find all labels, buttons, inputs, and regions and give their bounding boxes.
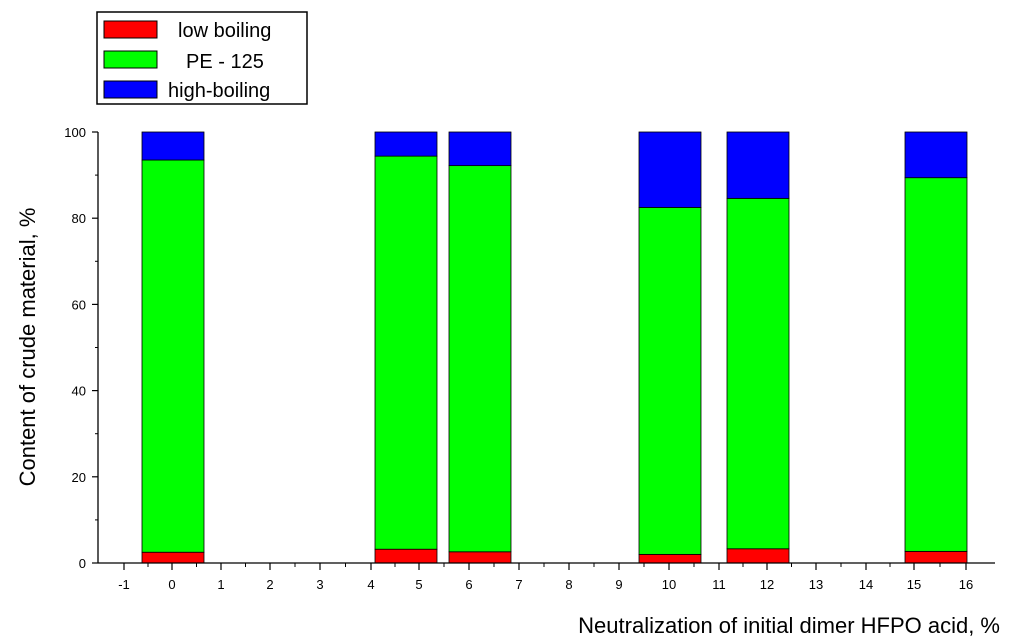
bar-low-boiling-x5 (374, 548, 438, 564)
x-tick-label: 5 (415, 577, 422, 592)
x-tick-label: 3 (316, 577, 323, 592)
bar-high-boiling-x5 (374, 131, 438, 157)
bar-low-boiling-x16 (904, 550, 968, 564)
bar-high-boiling-x6 (448, 131, 512, 167)
legend-label-pe-125: PE - 125 (186, 51, 264, 73)
legend-swatch-pe-125 (103, 50, 158, 69)
legend: low boiling PE - 125 high-boiling (96, 11, 308, 105)
y-tick-label: 20 (72, 470, 86, 485)
bar-high-boiling-x16 (904, 131, 968, 179)
x-tick-label: 16 (959, 577, 973, 592)
x-tick-label: 11 (712, 577, 726, 592)
x-tick-label: 15 (907, 577, 921, 592)
bar-pe-125-x6 (448, 165, 512, 553)
bar-pe-125-x10 (638, 207, 702, 555)
x-tick-label: 10 (662, 577, 676, 592)
x-tick-label: 6 (465, 577, 472, 592)
bar-pe-125-x16 (904, 177, 968, 552)
axes-group (97, 132, 995, 564)
x-tick-label: 13 (809, 577, 823, 592)
x-tick-label: 4 (367, 577, 374, 592)
bar-high-boiling-x10 (638, 131, 702, 208)
x-tick-label: 12 (760, 577, 774, 592)
bar-low-boiling-x10 (638, 553, 702, 564)
x-tick-label: 2 (266, 577, 273, 592)
x-tick-label: 14 (859, 577, 873, 592)
bar-high-boiling-x12 (726, 131, 790, 199)
bar-pe-125-x12 (726, 197, 790, 550)
bar-low-boiling-x6 (448, 551, 512, 564)
x-tick-label: 8 (565, 577, 572, 592)
x-tick-label: 1 (217, 577, 224, 592)
bar-high-boiling-x0 (141, 131, 205, 161)
y-tick-label: 0 (79, 556, 86, 571)
x-tick-label: 7 (515, 577, 522, 592)
x-ticks: -1 0 1 2 3 4 5 6 7 8 9 10 11 12 13 14 15 16 (118, 563, 973, 592)
bar-pe-125-x0 (141, 159, 205, 553)
bars-group (141, 131, 968, 564)
legend-swatch-low-boiling (103, 20, 158, 39)
legend-label-high-boiling: high-boiling (168, 80, 270, 102)
x-tick-label: 0 (168, 577, 175, 592)
bar-low-boiling-x12 (726, 548, 790, 564)
x-axis-title: Neutralization of initial dimer HFPO aci… (578, 613, 1000, 638)
y-tick-label: 60 (72, 297, 86, 312)
bar-low-boiling-x0 (141, 551, 205, 564)
y-ticks: 0 20 40 60 80 100 (64, 125, 98, 571)
y-tick-label: 100 (64, 125, 86, 140)
legend-swatch-high-boiling (103, 80, 158, 99)
y-axis-title: Content of crude material, % (15, 208, 40, 487)
y-tick-label: 40 (72, 384, 86, 399)
legend-label-low-boiling: low boiling (178, 20, 271, 42)
x-tick-label: 9 (615, 577, 622, 592)
x-tick-label: -1 (118, 577, 130, 592)
y-tick-label: 80 (72, 211, 86, 226)
bar-pe-125-x5 (374, 155, 438, 550)
